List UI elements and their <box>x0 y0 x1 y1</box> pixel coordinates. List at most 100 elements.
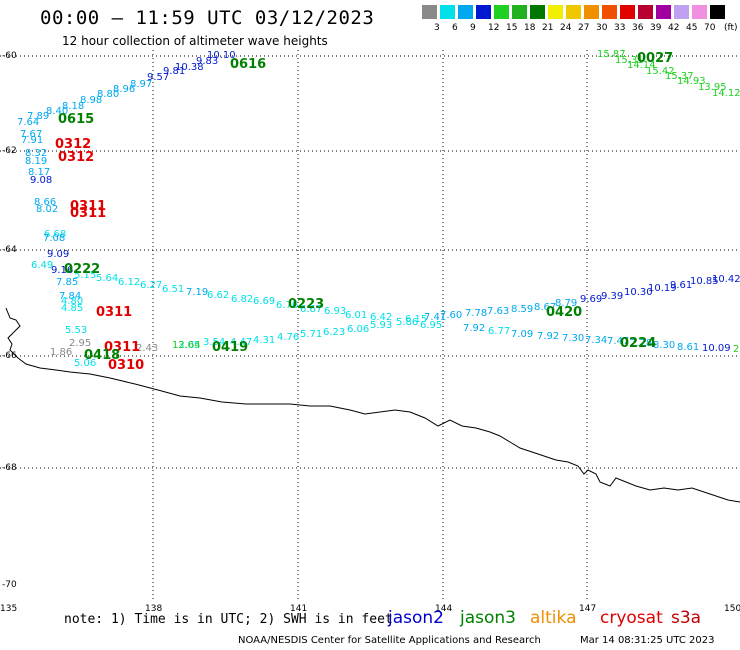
scale-label: 6 <box>452 23 458 33</box>
pass-time-label: 0419 <box>212 340 248 355</box>
wave-height-value: 7.78 <box>465 308 487 319</box>
wave-height-value: 7.89 <box>27 111 49 122</box>
wave-height-value: 7.78 <box>630 338 652 349</box>
wave-height-value: 6.23 <box>323 327 345 338</box>
wave-height-value: 6.95 <box>420 320 442 331</box>
wave-height-value: 9.83 <box>196 56 218 67</box>
wave-height-value: 5.64 <box>96 273 118 284</box>
scale-swatch <box>494 5 509 19</box>
wave-height-value: 15.42 <box>646 66 675 77</box>
wave-height-value: 8.80 <box>97 89 119 100</box>
scale-swatch <box>710 5 725 19</box>
wave-height-value: 8.61 <box>677 342 699 353</box>
wave-height-value: 15.87 <box>597 49 626 60</box>
scale-label: 45 <box>686 23 698 33</box>
wave-height-value: 4.31 <box>253 335 275 346</box>
wave-height-value: 8.17 <box>28 167 50 178</box>
pass-time-label: 0222 <box>64 262 100 277</box>
longitude-label: 138 <box>145 604 163 614</box>
pass-time-label: 0311 <box>96 305 132 320</box>
pass-time-label: 0311 <box>70 199 106 214</box>
scale-label: 36 <box>632 23 644 33</box>
wave-height-value: 9.61 <box>670 280 692 291</box>
antarctic-coastline <box>5 307 740 503</box>
wave-height-value: 6.27 <box>140 280 162 291</box>
longitude-label: 135 <box>0 604 18 614</box>
wave-height-value: 7.60 <box>440 310 462 321</box>
pass-time-label: 0418 <box>84 348 120 363</box>
scale-swatch <box>458 5 473 19</box>
wave-height-value: 14.14 <box>627 60 656 71</box>
wave-height-value: 2.95 <box>69 338 91 349</box>
wave-height-value: 8.79 <box>555 298 577 309</box>
wave-height-value: 6.12 <box>118 277 140 288</box>
wave-height-value: 8.19 <box>25 156 47 167</box>
wave-height-value: 6.68 <box>44 229 66 240</box>
wave-height-value: 10.09 <box>702 343 731 354</box>
wave-height-value: 8.30 <box>653 340 675 351</box>
wave-height-value: 6.42 <box>370 312 392 323</box>
pass-time-label: 0312 <box>55 137 91 152</box>
wave-height-value: 3.54 <box>203 337 225 348</box>
wave-height-value: 9.08 <box>30 175 52 186</box>
wave-height-value: 7.08 <box>43 233 65 244</box>
wave-height-value: 7.63 <box>487 306 509 317</box>
scale-label: 39 <box>650 23 662 33</box>
wave-height-values: 10.109.8310.389.819.578.978.968.808.988.… <box>17 49 740 369</box>
wave-height-value: 6.67 <box>300 304 322 315</box>
latitude-label: -68 <box>2 463 17 473</box>
scale-label: 27 <box>578 23 590 33</box>
wave-height-value: 7.64 <box>17 117 39 128</box>
wave-height-value: 15.31 <box>615 55 644 66</box>
satellite-legend-cryosat: cryosat <box>600 608 663 628</box>
wave-height-value: 7.19 <box>186 287 208 298</box>
wave-height-value: 10.10 <box>207 50 236 61</box>
wave-height-value: 9.39 <box>601 291 623 302</box>
wave-height-value: 7.34 <box>585 335 607 346</box>
wave-height-value: 8.98 <box>80 95 102 106</box>
scale-swatch <box>512 5 527 19</box>
wave-height-value: 4.47 <box>230 337 252 348</box>
wave-height-value: 7.92 <box>463 323 485 334</box>
scale-swatch <box>440 5 455 19</box>
wave-height-value: 2 <box>733 344 739 355</box>
scale-swatch <box>674 5 689 19</box>
wave-height-value: 7.09 <box>511 329 533 340</box>
satellite-legend-jason2: jason2 <box>388 608 444 628</box>
pass-time-label: 0311 <box>104 340 140 355</box>
wave-height-value: 9.69 <box>580 294 602 305</box>
scale-swatch <box>656 5 671 19</box>
wave-height-value: 9.16 <box>51 265 73 276</box>
pass-time-label: 0027 <box>637 51 673 66</box>
map-title: 00:00 – 11:59 UTC 03/12/2023 <box>40 7 375 29</box>
wave-height-value: 10.19 <box>648 283 677 294</box>
latitude-label: -66 <box>2 351 17 361</box>
latitude-label: -60 <box>2 51 17 61</box>
wave-height-value: 6.82 <box>231 294 253 305</box>
scale-swatch <box>584 5 599 19</box>
wave-height-value: 12.64 <box>172 340 201 351</box>
latitude-label: -62 <box>2 146 17 156</box>
pass-time-label: 0616 <box>230 57 266 72</box>
scale-swatch <box>638 5 653 19</box>
scale-label: 3 <box>434 23 440 33</box>
wave-height-value: 4.80 <box>61 296 83 307</box>
scale-label: 42 <box>668 23 680 33</box>
pass-time-label: 0310 <box>108 358 144 373</box>
wave-height-value: 3.05 <box>178 340 200 351</box>
scale-swatch <box>548 5 563 19</box>
scale-label: 70 <box>704 23 716 33</box>
wave-height-value: 6.01 <box>345 310 367 321</box>
latitude-label: -64 <box>2 245 17 255</box>
note-text: note: 1) Time is in UTC; 2) SWH is in fe… <box>64 612 393 627</box>
wave-height-value: 5.06 <box>74 358 96 369</box>
wave-height-value: 7.41 <box>424 312 446 323</box>
wave-height-value: 4.85 <box>61 303 83 314</box>
wave-height-value: 9.09 <box>47 249 69 260</box>
wave-height-value: 4.76 <box>277 332 299 343</box>
wave-height-value: 8.66 <box>34 197 56 208</box>
wave-height-value: 5.15 <box>74 270 96 281</box>
pass-time-label: 0420 <box>546 305 582 320</box>
wave-height-value: 8.96 <box>113 84 135 95</box>
